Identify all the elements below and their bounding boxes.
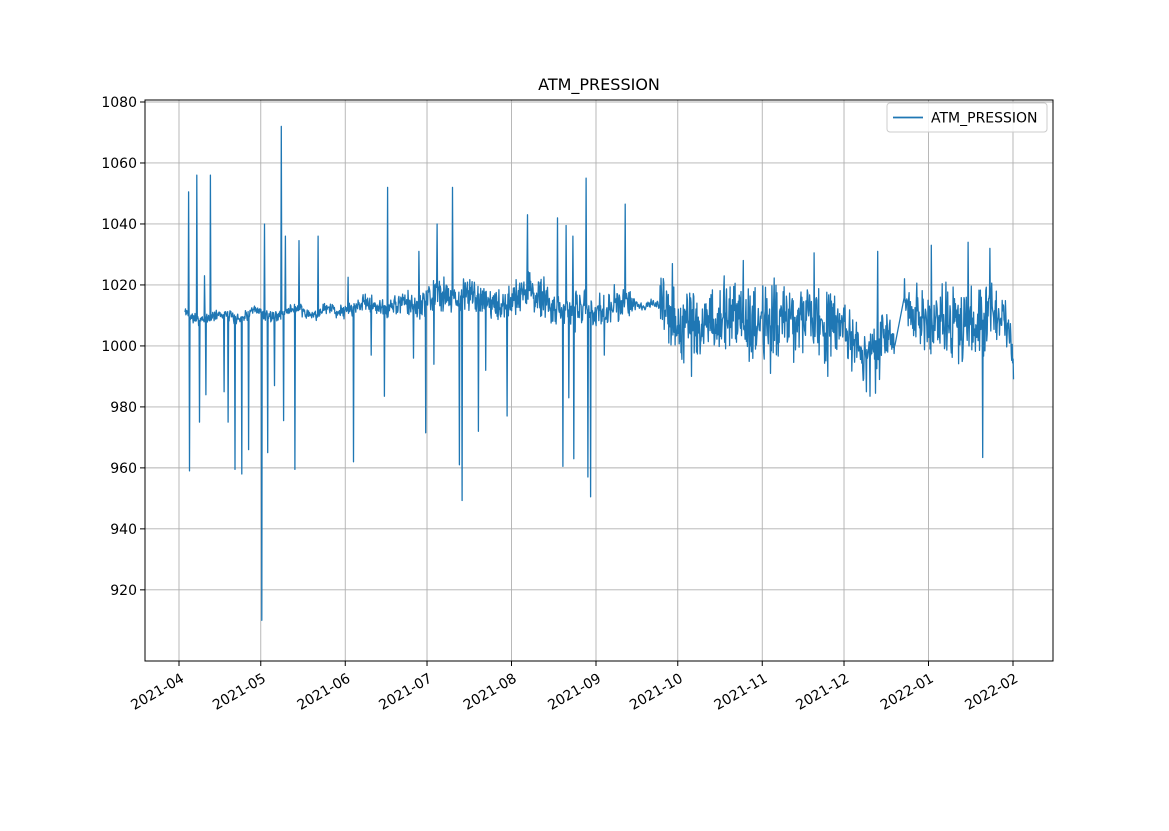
x-tick-label: 2021-12 — [793, 671, 852, 714]
y-tick-label: 1060 — [101, 156, 137, 172]
x-tick-label: 2021-08 — [461, 671, 520, 714]
x-tick-label: 2021-10 — [627, 671, 686, 714]
x-tick-label: 2021-06 — [295, 671, 354, 714]
x-tick-label: 2021-05 — [210, 671, 269, 714]
x-tick-label: 2021-09 — [545, 671, 604, 714]
legend-label: ATM_PRESSION — [931, 111, 1038, 127]
x-tick-label: 2021-07 — [376, 671, 435, 714]
x-tick-label: 2022-02 — [962, 671, 1021, 714]
data-line-atm-pression — [184, 125, 1015, 621]
chart-title: ATM_PRESSION — [538, 75, 660, 95]
plot-frame — [144, 99, 1054, 662]
x-tick-label: 2021-11 — [712, 671, 771, 714]
y-tick-label: 1040 — [101, 217, 137, 233]
y-axis-tick-labels: 920 940 960 980 1000 1020 1040 1060 1080 — [101, 95, 137, 599]
y-tick-label: 1000 — [101, 339, 137, 355]
y-tick-label: 960 — [110, 461, 137, 477]
y-tick-label: 1020 — [101, 278, 137, 294]
legend: ATM_PRESSION — [886, 102, 1048, 133]
x-axis-tick-labels: 2021-04 2021-05 2021-06 2021-07 2021-08 2021-… — [128, 671, 1021, 714]
axis-tick-marks — [140, 101, 1014, 666]
y-tick-label: 920 — [110, 583, 137, 599]
x-tick-label: 2021-04 — [128, 671, 187, 714]
y-tick-label: 940 — [110, 522, 137, 538]
gridlines — [145, 100, 1053, 661]
legend-box — [886, 102, 1048, 133]
y-tick-label: 980 — [110, 400, 137, 416]
x-tick-label: 2022-01 — [878, 671, 937, 714]
y-tick-label: 1080 — [101, 95, 137, 111]
